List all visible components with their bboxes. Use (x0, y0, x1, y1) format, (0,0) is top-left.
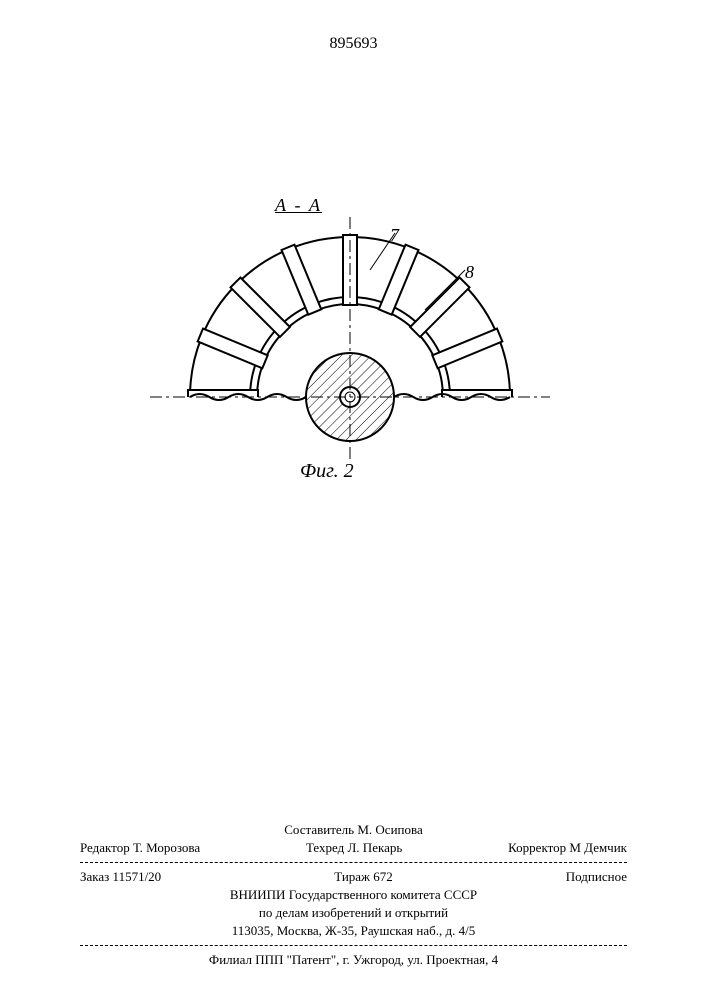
subscribed: Подписное (566, 869, 627, 885)
corrector: Корректор М Демчик (508, 840, 627, 856)
compiler: Составитель М. Осипова (80, 822, 627, 838)
section-label: А - А (275, 195, 322, 216)
org1: ВНИИПИ Государственного комитета СССР (80, 887, 627, 903)
techred: Техред Л. Пекарь (306, 840, 402, 856)
editor: Редактор Т. Морозова (80, 840, 200, 856)
diagram (145, 215, 555, 465)
org2: по делам изобретений и открытий (80, 905, 627, 921)
footer-block: Составитель М. Осипова Редактор Т. Мороз… (80, 820, 627, 970)
branch: Филиал ППП "Патент", г. Ужгород, ул. Про… (80, 952, 627, 968)
page-number: 895693 (0, 35, 707, 53)
address1: 113035, Москва, Ж-35, Раушская наб., д. … (80, 923, 627, 939)
figure-label: Фиг. 2 (300, 460, 354, 483)
order: Заказ 11571/20 (80, 869, 161, 885)
tirage: Тираж 672 (334, 869, 393, 885)
